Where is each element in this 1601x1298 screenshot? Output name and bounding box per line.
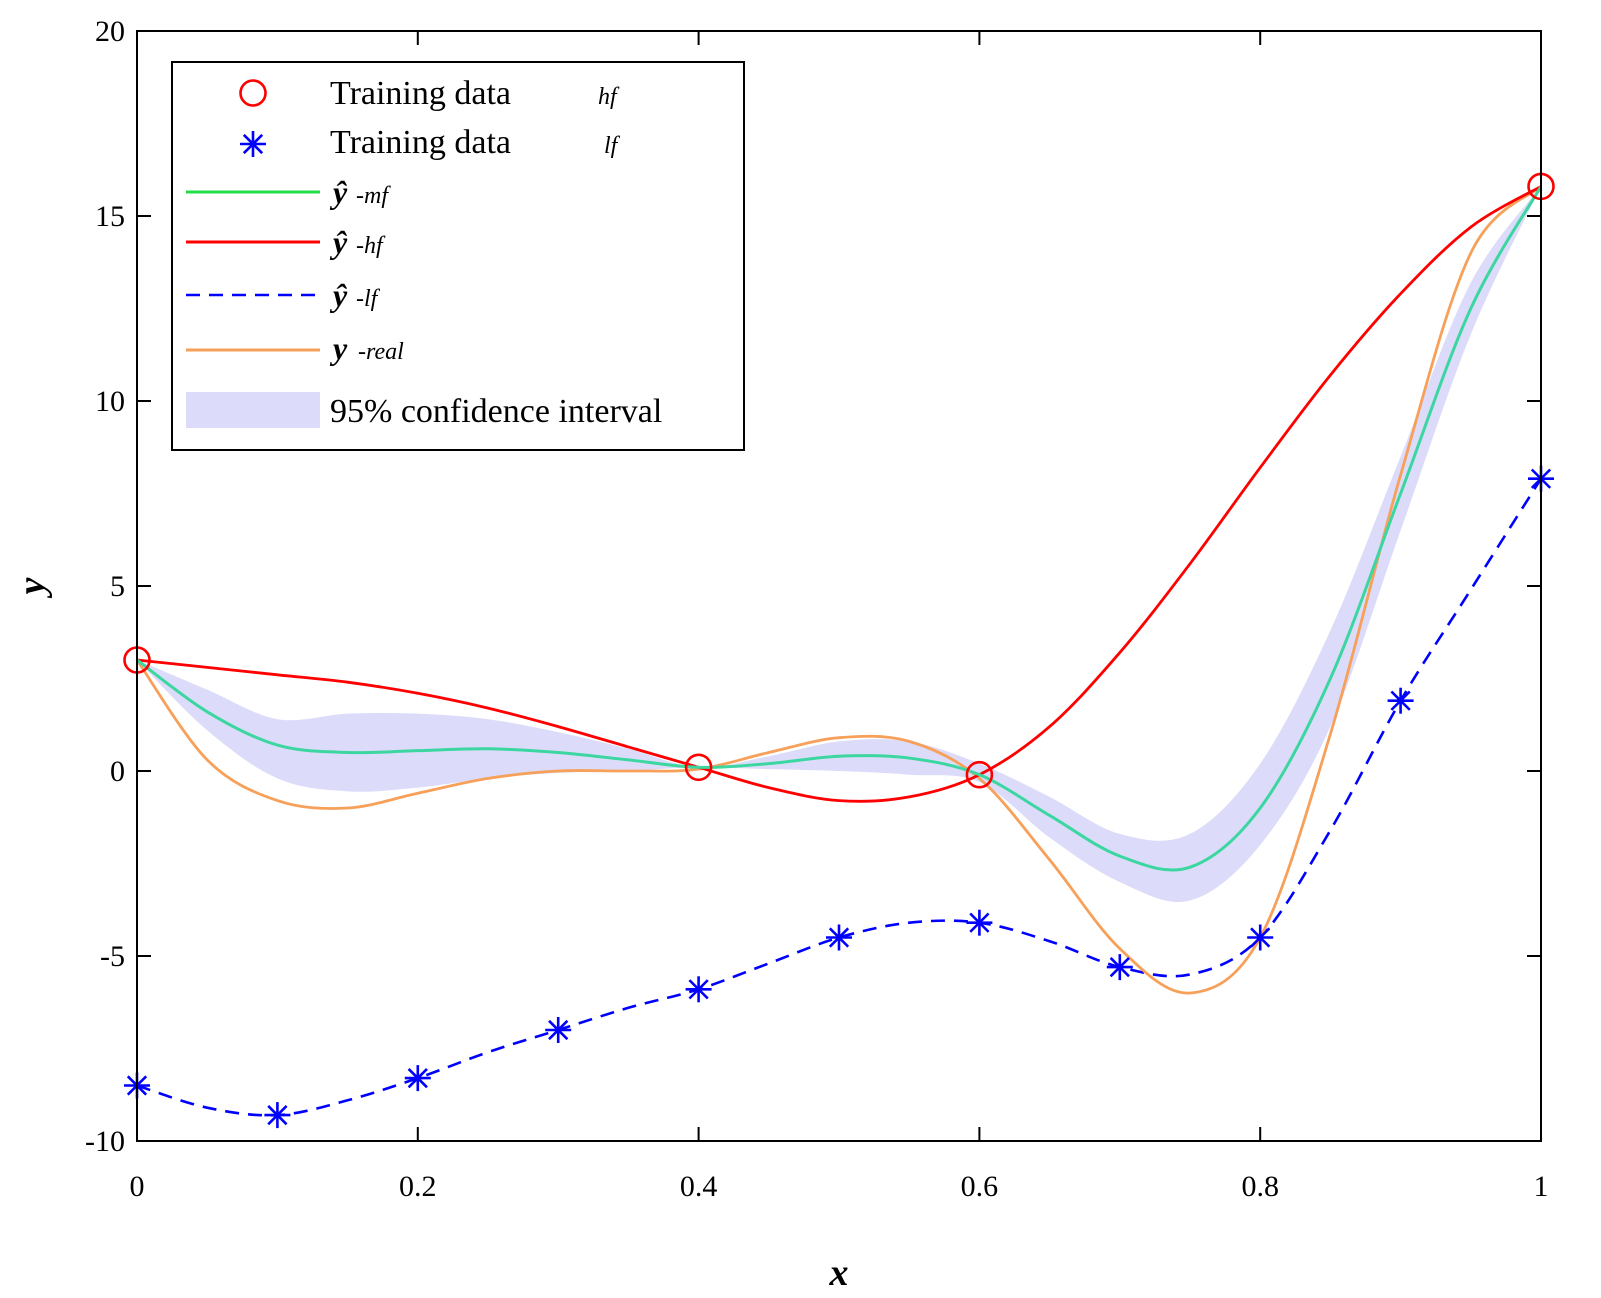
lf-point-7 — [1106, 954, 1133, 981]
series-line-y-real — [135, 185, 1542, 995]
y-axis-label: y — [11, 577, 53, 598]
lf-point-4 — [685, 976, 712, 1003]
series-line-y-hat-hf — [136, 185, 1542, 803]
y-tick-label: 10 — [95, 385, 125, 418]
legend-sub-real: -real — [358, 339, 404, 365]
legend-box — [171, 61, 745, 451]
legend-sub-hf-line: -hf — [356, 233, 386, 259]
y-tick-label: 0 — [110, 755, 125, 788]
series-line-y-hat-mf — [136, 185, 1543, 872]
x-axis-label: x — [829, 1252, 849, 1294]
lf-point-6 — [966, 909, 993, 936]
confidence-band — [137, 186, 1541, 902]
x-tick-label: 0.8 — [1241, 1170, 1279, 1203]
y-tick-label: 20 — [95, 15, 125, 48]
y-tick-label: -5 — [100, 940, 125, 973]
legend-sub-lf: lf — [604, 133, 621, 159]
lf-point-3 — [545, 1017, 572, 1043]
axes-layer: 0 0.2 0.4 0.6 0.8 1 -10 -5 0 5 10 15 20 x y — [11, 15, 1549, 1294]
series-lines-layer — [135, 185, 1543, 1117]
lf-point-1 — [264, 1102, 291, 1129]
legend-label-hf: ŷ — [329, 224, 348, 260]
confidence-band-layer — [137, 186, 1541, 902]
legend-label-training-hf: Training data — [330, 75, 511, 112]
lf-point-8 — [1247, 924, 1274, 951]
y-tick-label: -10 — [85, 1125, 125, 1158]
lf-point-9 — [1387, 687, 1414, 714]
legend-lf-asterisk-icon — [240, 131, 266, 157]
legend-sub-hf: hf — [598, 84, 620, 110]
hf-point-2 — [965, 760, 994, 789]
x-tick-label: 0.6 — [961, 1170, 999, 1203]
x-tick-label: 0 — [130, 1170, 145, 1203]
legend-label-lf: ŷ — [329, 277, 348, 313]
legend-label-training-lf: Training data — [330, 124, 511, 161]
legend-ci-swatch-icon — [186, 392, 320, 428]
lf-point-2 — [404, 1065, 431, 1092]
lf-point-5 — [826, 924, 852, 951]
hf-point-1 — [684, 753, 713, 782]
y-tick-label: 5 — [110, 570, 125, 603]
x-tick-label: 0.2 — [399, 1170, 437, 1203]
legend-label-real: y — [329, 330, 348, 366]
legend-label-mf: ŷ — [329, 174, 348, 210]
markers-layer — [123, 172, 1555, 1129]
legend-hf-circle-icon — [239, 79, 267, 107]
legend-sub-mf: -mf — [356, 183, 391, 209]
y-tick-label: 15 — [95, 200, 125, 233]
x-tick-label: 1 — [1534, 1170, 1549, 1203]
legend-sub-lf-line: -lf — [356, 286, 381, 312]
x-tick-label: 0.4 — [680, 1170, 718, 1203]
series-line-y-hat-lf — [136, 478, 1543, 1117]
legend-label-ci: 95% confidence interval — [330, 393, 662, 430]
